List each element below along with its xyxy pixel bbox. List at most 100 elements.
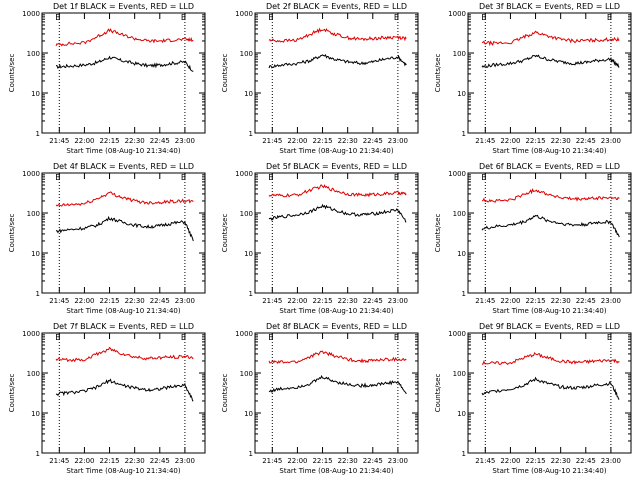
y-axis-label: Counts/sec <box>221 214 229 253</box>
x-tick-label: 22:45 <box>150 137 170 145</box>
y-tick-label: 100 <box>27 210 40 218</box>
y-tick-label: 1000 <box>22 330 40 338</box>
event-marker-label: E <box>394 13 399 22</box>
x-tick-label: 22:15 <box>525 137 545 145</box>
y-axis-label: Counts/sec <box>221 54 229 93</box>
y-tick-label: 1 <box>462 130 466 138</box>
event-marker-label: E <box>181 13 186 22</box>
event-marker-label: E <box>607 13 612 22</box>
detector-panel: Det 1f BLACK = Events, RED = LLD 1 10 100 10… <box>8 2 206 155</box>
x-tick-label: 22:15 <box>312 137 332 145</box>
x-tick-label: 21:45 <box>49 297 69 305</box>
chart-title: Det 3f BLACK = Events, RED = LLD <box>479 2 620 11</box>
plot-frame <box>41 172 206 294</box>
y-tick-label: 10 <box>244 250 253 258</box>
y-tick-label: 10 <box>457 250 466 258</box>
chart-title: Det 2f BLACK = Events, RED = LLD <box>266 2 407 11</box>
x-tick-label: 22:15 <box>525 297 545 305</box>
x-tick-label: 22:00 <box>287 137 307 145</box>
y-tick-label: 1000 <box>22 10 40 18</box>
y-tick-label: 100 <box>27 370 40 378</box>
event-marker-label: E <box>607 173 612 182</box>
events-series-line <box>55 55 194 72</box>
y-tick-label: 1 <box>36 450 40 458</box>
events-series-line <box>481 214 620 238</box>
y-tick-label: 10 <box>31 250 40 258</box>
event-marker-label: E <box>394 173 399 182</box>
event-marker-label: E <box>607 333 612 342</box>
y-tick-label: 1 <box>36 130 40 138</box>
y-tick-label: 1000 <box>448 170 466 178</box>
x-tick-label: 22:45 <box>363 457 383 465</box>
event-marker-label: E <box>268 13 273 22</box>
x-tick-label: 21:45 <box>475 297 495 305</box>
x-tick-label: 22:45 <box>576 297 596 305</box>
plot-frame <box>467 12 632 134</box>
x-axis-label: Start Time (08-Aug-10 21:34:40) <box>492 307 606 315</box>
y-tick-label: 100 <box>453 370 466 378</box>
x-tick-label: 21:45 <box>49 457 69 465</box>
x-tick-label: 22:45 <box>150 457 170 465</box>
event-marker-label: E <box>55 13 60 22</box>
x-axis-label: Start Time (08-Aug-10 21:34:40) <box>492 467 606 475</box>
x-tick-label: 22:45 <box>576 137 596 145</box>
y-tick-label: 1 <box>36 290 40 298</box>
x-tick-label: 22:00 <box>74 457 94 465</box>
chart-title: Det 1f BLACK = Events, RED = LLD <box>53 2 194 11</box>
y-tick-label: 1 <box>249 450 253 458</box>
x-tick-label: 21:45 <box>475 137 495 145</box>
y-axis-label: Counts/sec <box>8 54 16 93</box>
y-axis-label: Counts/sec <box>434 374 442 413</box>
y-axis-label: Counts/sec <box>434 214 442 253</box>
x-tick-label: 23:00 <box>388 457 408 465</box>
x-axis-label: Start Time (08-Aug-10 21:34:40) <box>492 147 606 155</box>
x-tick-label: 22:30 <box>338 137 358 145</box>
y-tick-label: 100 <box>27 50 40 58</box>
plot-frame <box>41 332 206 454</box>
x-axis-label: Start Time (08-Aug-10 21:34:40) <box>279 467 393 475</box>
y-axis-label: Counts/sec <box>221 374 229 413</box>
detector-panel: Det 7f BLACK = Events, RED = LLD 1 10 100 10… <box>8 322 206 475</box>
lld-series-line <box>55 28 194 47</box>
y-axis-label: Counts/sec <box>8 374 16 413</box>
plot-frame <box>467 332 632 454</box>
event-marker-label: E <box>268 173 273 182</box>
x-tick-label: 22:30 <box>551 457 571 465</box>
plot-frame <box>254 12 419 134</box>
x-tick-label: 23:00 <box>388 137 408 145</box>
plot-frame <box>254 332 419 454</box>
y-tick-label: 100 <box>240 370 253 378</box>
lld-series-line <box>268 27 407 43</box>
x-tick-label: 21:45 <box>475 457 495 465</box>
y-tick-label: 10 <box>244 90 253 98</box>
y-tick-label: 1000 <box>448 330 466 338</box>
detector-panel: Det 4f BLACK = Events, RED = LLD 1 10 100 10… <box>8 162 206 315</box>
plot-frame <box>467 172 632 294</box>
y-tick-label: 10 <box>244 410 253 418</box>
x-tick-label: 23:00 <box>601 137 621 145</box>
x-tick-label: 22:30 <box>551 297 571 305</box>
x-tick-label: 22:30 <box>125 297 145 305</box>
x-axis-label: Start Time (08-Aug-10 21:34:40) <box>279 147 393 155</box>
event-marker-label: E <box>481 13 486 22</box>
x-tick-label: 22:00 <box>500 297 520 305</box>
events-series-line <box>481 376 620 400</box>
x-tick-label: 22:00 <box>500 457 520 465</box>
event-marker-label: E <box>481 333 486 342</box>
lld-series-line <box>268 350 407 365</box>
x-axis-label: Start Time (08-Aug-10 21:34:40) <box>66 147 180 155</box>
events-series-line <box>55 378 194 402</box>
x-tick-label: 23:00 <box>175 137 195 145</box>
x-tick-label: 21:45 <box>262 297 282 305</box>
x-tick-label: 22:00 <box>74 297 94 305</box>
lld-series-line <box>55 191 194 207</box>
y-axis-label: Counts/sec <box>434 54 442 93</box>
event-marker-label: E <box>55 173 60 182</box>
x-tick-label: 22:00 <box>287 297 307 305</box>
x-tick-label: 22:45 <box>363 137 383 145</box>
x-tick-label: 22:15 <box>99 137 119 145</box>
detector-panel: Det 5f BLACK = Events, RED = LLD 1 10 100 10… <box>221 162 419 315</box>
y-tick-label: 1 <box>249 290 253 298</box>
x-tick-label: 23:00 <box>388 297 408 305</box>
